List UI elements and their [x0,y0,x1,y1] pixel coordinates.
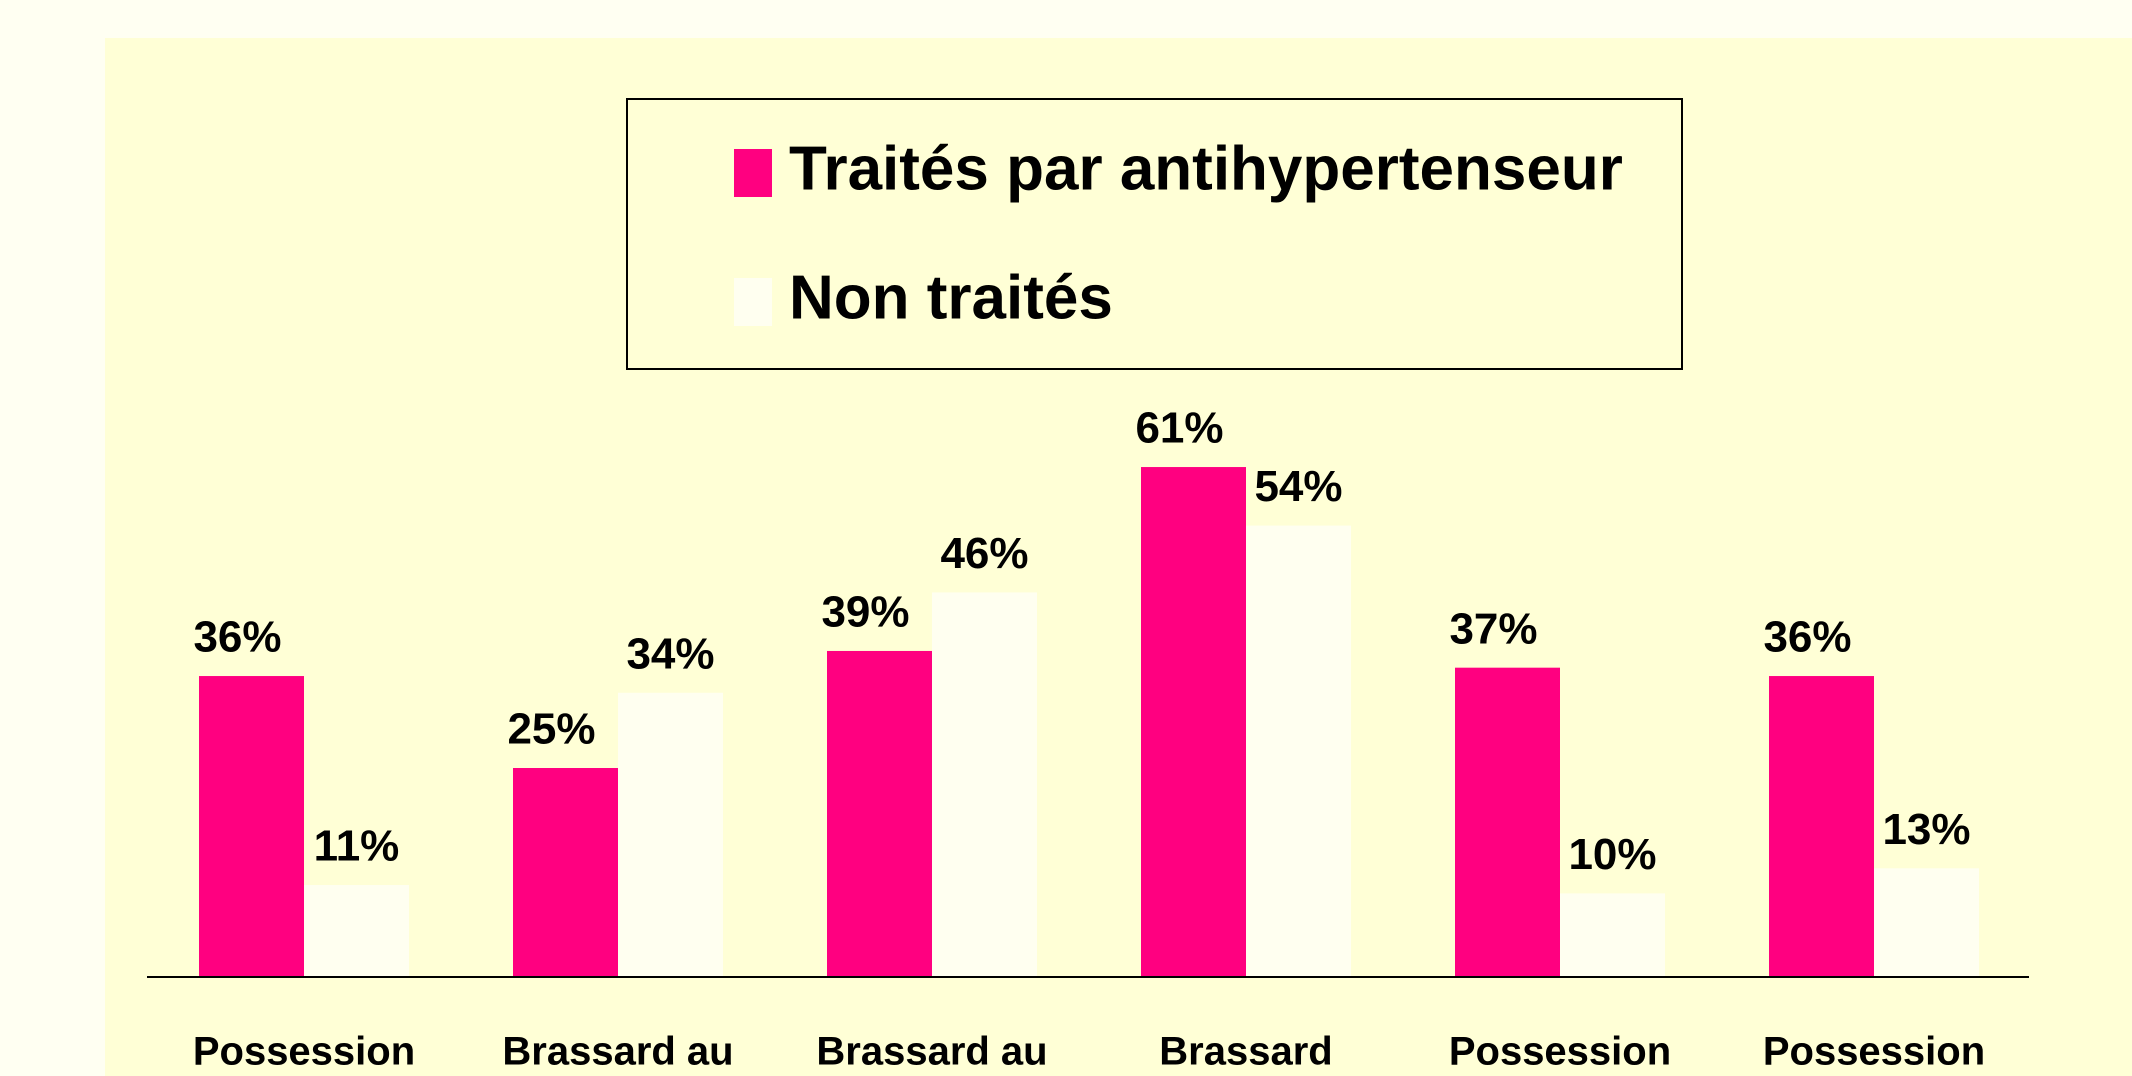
data-label: 36% [1763,613,1851,662]
legend-label: Traités par antihypertenseur [789,134,1623,203]
x-tick-label: Brassard [1159,1030,1332,1074]
data-label: 61% [1135,404,1223,453]
bar [1455,667,1560,977]
bar [1141,467,1246,977]
bar [513,768,618,977]
data-label: 46% [940,529,1028,578]
bar [1246,525,1351,977]
bar [1769,676,1874,977]
bar [1560,893,1665,977]
bar [304,885,409,977]
bar [932,592,1037,977]
x-tick-label: Brassard au [816,1030,1047,1074]
data-label: 39% [821,588,909,637]
x-tick-label: Possession [193,1030,415,1074]
bar [618,692,723,977]
legend-box [626,98,1683,370]
data-label: 54% [1254,462,1342,511]
bar [1874,868,1979,977]
data-label: 25% [507,705,595,754]
data-label: 11% [314,822,400,871]
data-label: 36% [193,613,281,662]
x-tick-label: Possession [1449,1030,1671,1074]
bar [199,676,304,977]
data-label: 13% [1882,805,1970,854]
x-tick-label: Brassard au [502,1030,733,1074]
legend-swatch [734,278,772,326]
x-tick-label: Possession [1763,1030,1985,1074]
legend-swatch [734,149,772,197]
bar [827,650,932,977]
data-label: 10% [1568,830,1656,879]
data-label: 37% [1449,604,1537,653]
legend-label: Non traités [789,263,1113,332]
data-label: 34% [626,629,714,678]
